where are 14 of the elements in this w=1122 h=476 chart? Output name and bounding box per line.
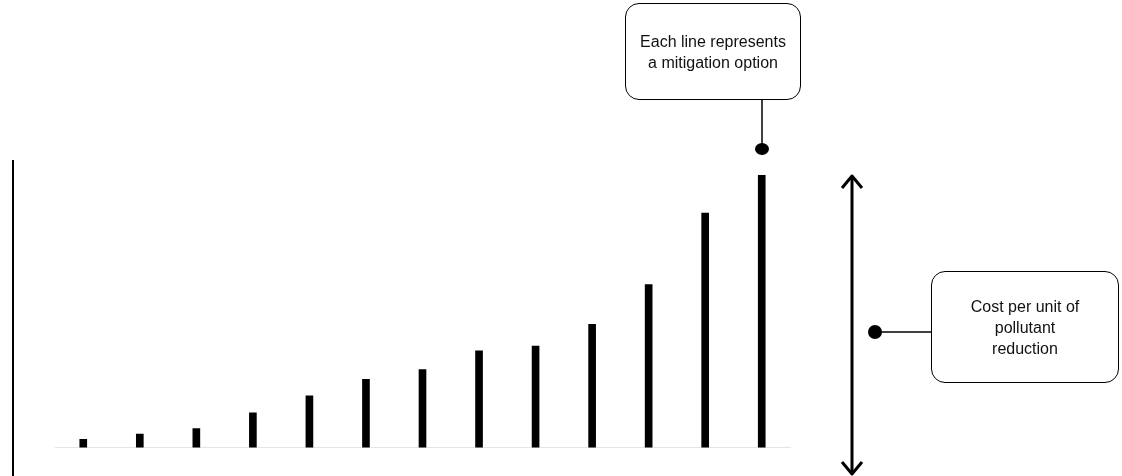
bar bbox=[249, 412, 257, 448]
bar bbox=[135, 433, 144, 448]
text: Each line represents a mitigation option bbox=[640, 31, 786, 73]
bar bbox=[531, 345, 540, 448]
bar bbox=[362, 379, 370, 448]
bar bbox=[588, 324, 596, 448]
bar bbox=[757, 175, 766, 448]
bar bbox=[475, 350, 483, 448]
bar bbox=[701, 212, 710, 448]
text: Cost per unit of pollutant reduction bbox=[970, 296, 1080, 359]
bar bbox=[305, 395, 314, 448]
bar bbox=[418, 369, 427, 448]
bar bbox=[644, 284, 653, 448]
bar bbox=[79, 439, 88, 448]
